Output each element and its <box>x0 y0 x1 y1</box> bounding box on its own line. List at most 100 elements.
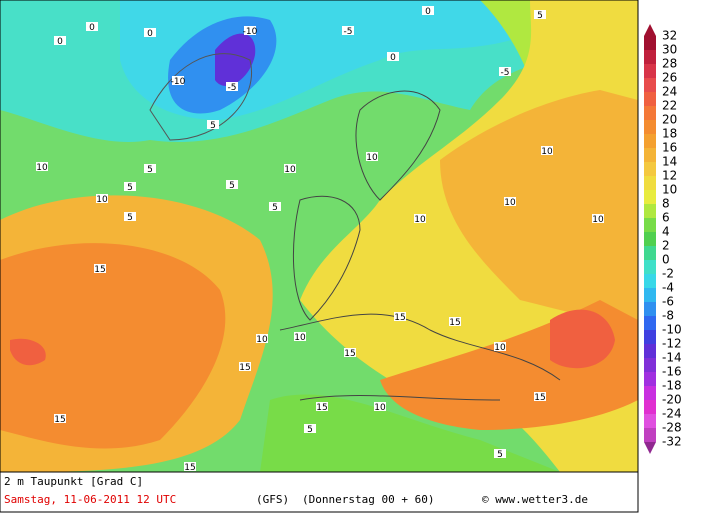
legend-label: -6 <box>662 295 674 309</box>
legend-label: 20 <box>662 113 677 127</box>
contour-label: 5 <box>210 121 216 131</box>
label-bg <box>94 264 106 273</box>
label-bg <box>316 402 328 411</box>
map <box>0 0 638 472</box>
label-bg <box>226 180 238 189</box>
legend-label: -12 <box>662 337 682 351</box>
legend-label: -18 <box>662 379 682 393</box>
legend-label: -4 <box>662 281 674 295</box>
label-bg <box>422 6 434 15</box>
contour-label: 15 <box>54 415 65 425</box>
contour-label: 5 <box>272 203 278 213</box>
contour-label: -5 <box>501 68 510 78</box>
label-bg <box>504 197 516 206</box>
legend-swatch <box>644 288 656 302</box>
legend-label: -28 <box>662 421 682 435</box>
date: Samstag, 11-06-2011 12 UTC <box>4 493 176 506</box>
label-bg <box>226 82 238 91</box>
label-bg <box>144 28 156 37</box>
contour-label: 0 <box>89 23 95 33</box>
model: (GFS) <box>256 493 289 506</box>
contour-label: 10 <box>96 195 108 205</box>
label-bg <box>387 52 399 61</box>
legend-swatch <box>644 106 656 120</box>
label-bg <box>269 202 281 211</box>
legend-label: 0 <box>662 253 670 267</box>
label-bg <box>244 26 256 35</box>
legend-label: -8 <box>662 309 674 323</box>
legend-label: 30 <box>662 43 677 57</box>
label-bg <box>541 146 553 155</box>
legend-swatch <box>644 176 656 190</box>
contour-label: 10 <box>592 215 604 225</box>
legend-label: -20 <box>662 393 682 407</box>
legend-swatch <box>644 162 656 176</box>
contour-label: 10 <box>504 198 516 208</box>
contour-label: 15 <box>449 318 460 328</box>
legend-swatch <box>644 260 656 274</box>
run: (Donnerstag 00 + 60) <box>302 493 434 506</box>
label-bg <box>494 342 506 351</box>
legend-label: 10 <box>662 183 677 197</box>
legend-cap-bottom <box>644 442 656 454</box>
legend-cap-top <box>644 24 656 36</box>
legend-label: 8 <box>662 197 670 211</box>
contour-label: 15 <box>316 403 327 413</box>
legend-swatch <box>644 36 656 50</box>
contour-label: 10 <box>284 165 296 175</box>
contour-label: 0 <box>390 53 396 63</box>
legend-label: 12 <box>662 169 677 183</box>
legend-swatch <box>644 414 656 428</box>
legend-swatch <box>644 218 656 232</box>
contour-label: 5 <box>147 165 153 175</box>
contour-label: 15 <box>534 393 545 403</box>
contour-label: 15 <box>344 349 355 359</box>
legend-label: 18 <box>662 127 677 141</box>
legend-swatch <box>644 372 656 386</box>
contour-label: 10 <box>541 147 553 157</box>
label-bg <box>534 10 546 19</box>
contour-label: 5 <box>497 450 503 460</box>
contour-label: 5 <box>229 181 235 191</box>
label-bg <box>184 462 196 471</box>
contour-label: 10 <box>36 163 48 173</box>
legend-swatch <box>644 302 656 316</box>
legend-swatch <box>644 400 656 414</box>
contour-label: 5 <box>307 425 313 435</box>
legend-swatch <box>644 428 656 442</box>
label-bg <box>304 424 316 433</box>
label-bg <box>207 120 219 129</box>
legend-swatch <box>644 274 656 288</box>
legend-swatch <box>644 120 656 134</box>
contour-label: -5 <box>344 27 353 37</box>
contour-label: -10 <box>243 27 258 37</box>
legend-label: 14 <box>662 155 677 169</box>
legend-label: 16 <box>662 141 677 155</box>
legend-label: -32 <box>662 435 682 449</box>
label-bg <box>494 449 506 458</box>
contour-label: 5 <box>127 183 133 193</box>
contour-label: -10 <box>171 77 186 87</box>
legend-swatch <box>644 78 656 92</box>
contour-label: 10 <box>414 215 426 225</box>
legend-swatch <box>644 386 656 400</box>
contour-label: 5 <box>127 213 133 223</box>
label-bg <box>294 332 306 341</box>
legend-label: -2 <box>662 267 674 281</box>
contour-label: 0 <box>425 7 431 17</box>
label-bg <box>124 212 136 221</box>
legend-swatch <box>644 246 656 260</box>
legend-label: 2 <box>662 239 670 253</box>
label-bg <box>284 164 296 173</box>
legend-label: -16 <box>662 365 682 379</box>
label-bg <box>239 362 251 371</box>
legend-swatch <box>644 358 656 372</box>
legend-label: -14 <box>662 351 682 365</box>
label-bg <box>256 334 268 343</box>
contour-label: 10 <box>366 153 378 163</box>
legend-label: 22 <box>662 99 677 113</box>
contour-label: 0 <box>147 29 153 39</box>
legend-swatch <box>644 148 656 162</box>
label-bg <box>54 36 66 45</box>
